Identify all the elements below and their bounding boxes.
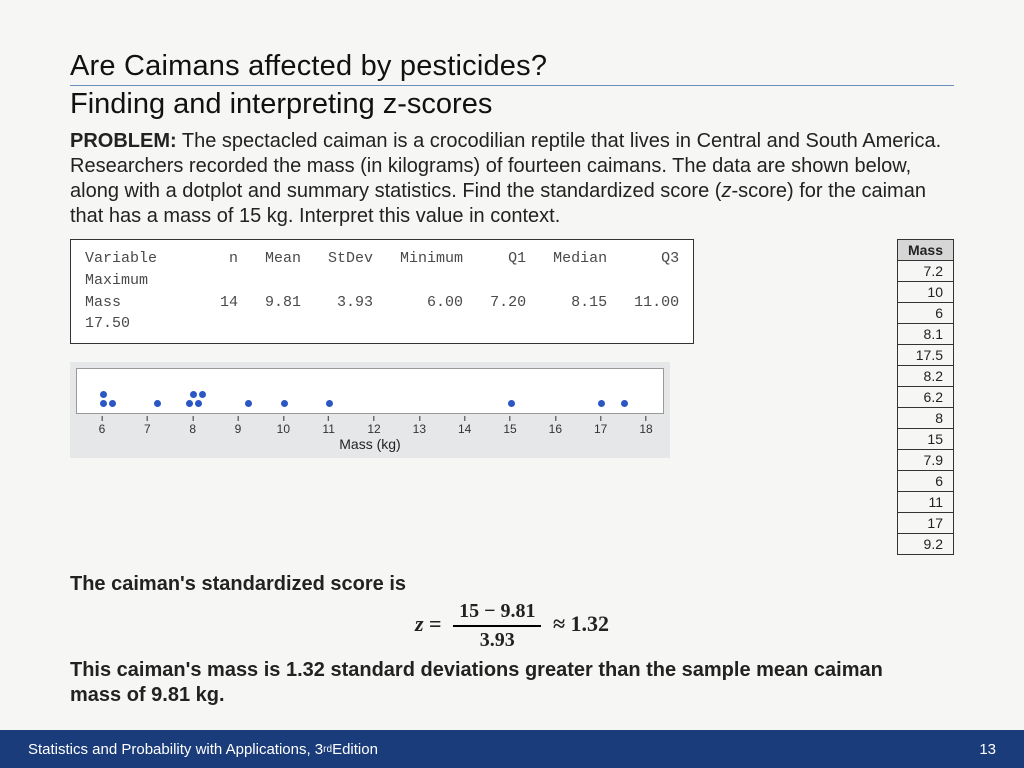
slide: Are Caimans affected by pesticides? Find…: [0, 0, 1024, 768]
answer-line-2: This caiman's mass is 1.32 standard devi…: [70, 658, 930, 708]
mass-table-cell: 9.2: [897, 534, 953, 555]
formula-approx: ≈ 1.32: [553, 611, 609, 636]
dotplot: 6 7 8 9 10 11 12 13 14 15 16 17 18 Mass (kg): [70, 362, 670, 458]
footer-bar: Statistics and Probability with Applicat…: [0, 730, 1024, 768]
zscore-formula: z = 15 − 9.81 3.93 ≈ 1.32: [70, 600, 954, 652]
mass-table-cell: 6: [897, 471, 953, 492]
axis-tick: 16: [549, 416, 562, 436]
content-row: Variable n Mean StDev Minimum Q1 Median …: [70, 239, 954, 555]
axis-tick: 10: [277, 416, 290, 436]
formula-z: z: [415, 611, 424, 636]
summary-stats-box: Variable n Mean StDev Minimum Q1 Median …: [70, 239, 694, 344]
title-line-2: Finding and interpreting z-scores: [70, 88, 954, 121]
mass-table-cell: 17: [897, 513, 953, 534]
dotplot-point: [598, 400, 605, 407]
mass-table: Mass 7.21068.117.58.26.28157.9611179.2: [897, 239, 954, 555]
axis-tick: 9: [235, 416, 242, 436]
formula-eq: =: [429, 611, 442, 636]
dotplot-point: [154, 400, 161, 407]
mass-table-cell: 8: [897, 408, 953, 429]
title-line-1: Are Caimans affected by pesticides?: [70, 50, 954, 86]
dotplot-axis-label: Mass (kg): [76, 436, 664, 452]
dotplot-point: [621, 400, 628, 407]
axis-tick: 6: [99, 416, 106, 436]
right-column: Mass 7.21068.117.58.26.28157.9611179.2: [897, 239, 954, 555]
dotplot-point: [281, 400, 288, 407]
mass-table-header: Mass: [897, 240, 953, 261]
footer-book-a: Statistics and Probability with Applicat…: [28, 741, 323, 758]
dotplot-point: [109, 400, 116, 407]
axis-tick: 11: [322, 416, 334, 436]
axis-tick: 14: [458, 416, 471, 436]
mass-table-cell: 6: [897, 303, 953, 324]
problem-italic-z: z: [721, 180, 731, 202]
dotplot-point: [186, 400, 193, 407]
dotplot-canvas: [76, 368, 664, 414]
mass-table-cell: 7.2: [897, 261, 953, 282]
mass-table-cell: 10: [897, 282, 953, 303]
axis-tick: 18: [639, 416, 652, 436]
formula-fraction: 15 − 9.81 3.93: [453, 600, 541, 652]
title-block: Are Caimans affected by pesticides? Find…: [70, 50, 954, 121]
dotplot-point: [100, 400, 107, 407]
axis-tick: 13: [413, 416, 426, 436]
dotplot-point: [195, 400, 202, 407]
dotplot-point: [326, 400, 333, 407]
mass-table-cell: 6.2: [897, 387, 953, 408]
formula-denominator: 3.93: [453, 627, 541, 652]
mass-table-cell: 7.9: [897, 450, 953, 471]
axis-tick: 7: [144, 416, 151, 436]
mass-table-cell: 8.1: [897, 324, 953, 345]
mass-table-cell: 11: [897, 492, 953, 513]
mass-table-cell: 8.2: [897, 366, 953, 387]
dotplot-point: [190, 391, 197, 398]
formula-numerator: 15 − 9.81: [453, 600, 541, 627]
mass-table-cell: 15: [897, 429, 953, 450]
answer-line-1: The caiman's standardized score is: [70, 573, 954, 596]
axis-tick: 8: [189, 416, 196, 436]
problem-label: PROBLEM:: [70, 130, 177, 152]
mass-table-cell: 17.5: [897, 345, 953, 366]
axis-tick: 15: [503, 416, 516, 436]
dotplot-point: [245, 400, 252, 407]
problem-text: PROBLEM: The spectacled caiman is a croc…: [70, 129, 954, 229]
dotplot-axis-ticks: 6 7 8 9 10 11 12 13 14 15 16 17 18: [76, 416, 664, 434]
footer-page-number: 13: [979, 741, 996, 758]
footer-book-sup: rd: [323, 744, 332, 755]
dotplot-point: [508, 400, 515, 407]
axis-tick: 12: [367, 416, 380, 436]
dotplot-point: [199, 391, 206, 398]
axis-tick: 17: [594, 416, 607, 436]
footer-book-b: Edition: [332, 741, 378, 758]
dotplot-point: [100, 391, 107, 398]
left-column: Variable n Mean StDev Minimum Q1 Median …: [70, 239, 694, 458]
